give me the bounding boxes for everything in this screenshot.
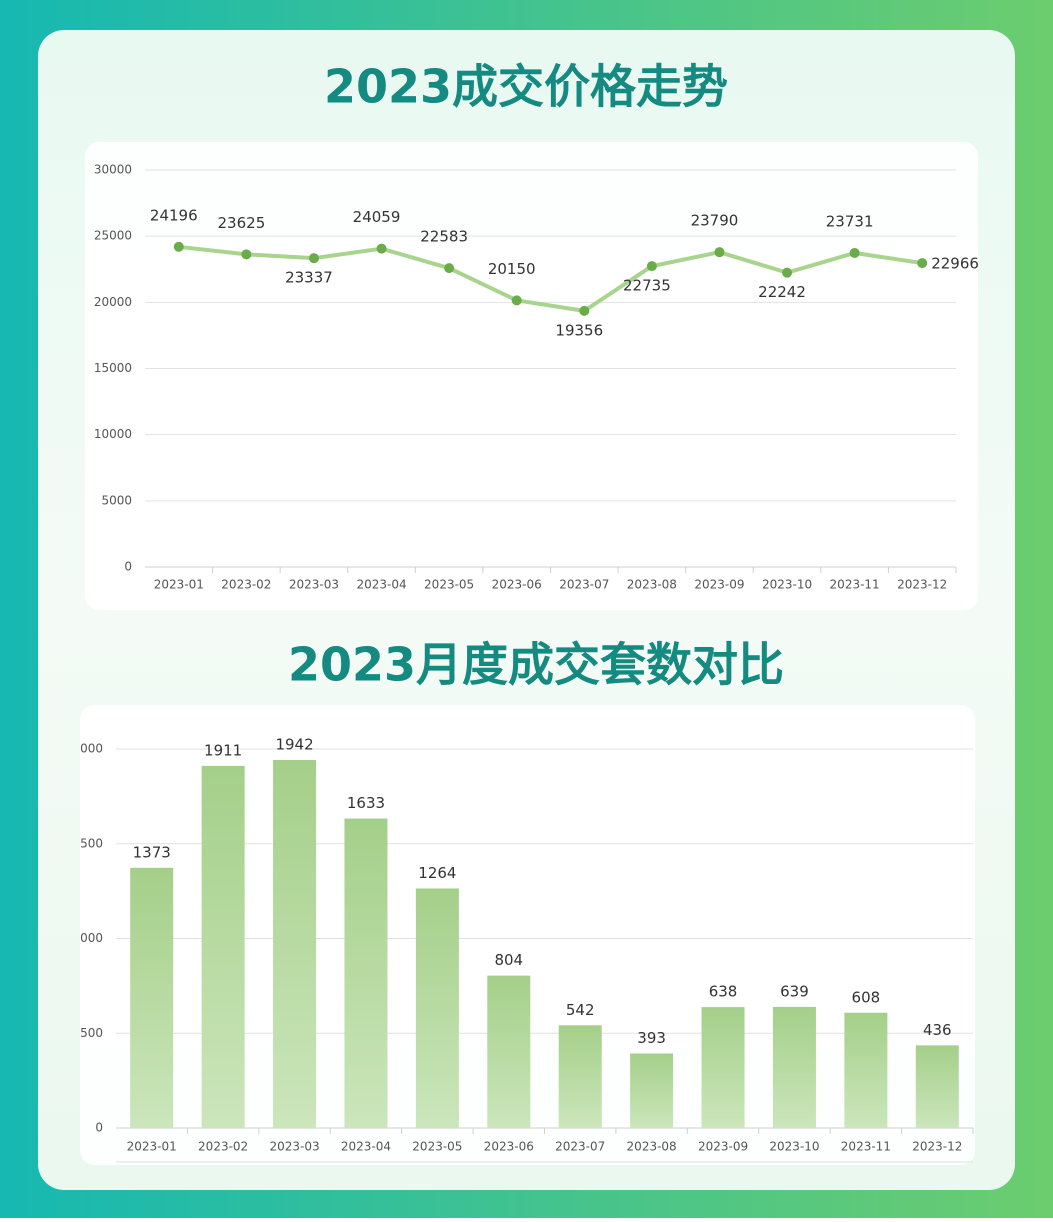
bar: [915, 1045, 959, 1128]
bar: [201, 765, 245, 1128]
x-tick-label: 2023-05: [412, 1140, 462, 1154]
data-label: 24196: [150, 206, 198, 224]
marker: [782, 267, 793, 278]
x-tick-label: 2023-02: [198, 1140, 248, 1154]
x-tick-label: 2023-08: [627, 1140, 677, 1154]
bar: [487, 975, 531, 1128]
marker: [376, 243, 387, 254]
y-tick-label: 1000: [72, 931, 103, 945]
x-tick-label: 2023-05: [424, 578, 474, 592]
data-label: 22735: [623, 277, 671, 295]
data-label: 23731: [826, 212, 874, 230]
bar: [701, 1007, 745, 1128]
data-label: 22583: [420, 228, 468, 246]
data-label: 20150: [488, 260, 536, 278]
data-label: 639: [780, 982, 809, 1000]
bar: [273, 759, 317, 1128]
bar: [630, 1053, 674, 1128]
data-label: 804: [494, 951, 523, 969]
marker: [444, 263, 455, 274]
data-label: 22242: [758, 283, 806, 301]
marker: [646, 261, 657, 272]
y-tick-label: 20000: [94, 295, 132, 309]
marker: [241, 249, 252, 260]
data-label: 393: [637, 1029, 666, 1047]
x-tick-label: 2023-09: [698, 1140, 748, 1154]
data-label: 542: [566, 1001, 595, 1019]
chart-title: 2023月度成交套数对比: [288, 638, 784, 692]
data-label: 1264: [418, 864, 456, 882]
bar: [558, 1025, 602, 1128]
price-line: [178, 244, 923, 313]
price-chart: 0 5000 10000 15000 20000 25000 30000 2023-01 202…: [94, 163, 979, 592]
x-tick-label: 2023-04: [341, 1140, 391, 1154]
y-tick-label: 30000: [94, 163, 132, 177]
data-label: 23790: [691, 212, 739, 230]
bar: [344, 818, 388, 1128]
data-label: 436: [923, 1021, 952, 1039]
y-tick-label: 500: [80, 1026, 103, 1040]
x-tick-label: 2023-01: [154, 578, 204, 592]
chart-title: 2023成交价格走势: [324, 60, 728, 114]
x-tick-label: 2023-09: [694, 578, 744, 592]
x-tick-label: 2023-10: [762, 578, 812, 592]
y-tick-label: 0: [95, 1121, 103, 1135]
y-tick-label: 5000: [101, 493, 132, 507]
y-tick-label: 15000: [94, 361, 132, 375]
data-label: 22966: [931, 255, 979, 273]
data-label: 19356: [555, 321, 603, 339]
y-tick-label: 1500: [72, 836, 103, 850]
data-label: 1942: [275, 735, 313, 753]
x-tick-label: 2023-01: [127, 1140, 177, 1154]
x-tick-label: 2023-06: [484, 1140, 534, 1154]
marker: [173, 241, 184, 252]
bar: [415, 888, 459, 1128]
data-label: 23625: [218, 214, 266, 232]
marker: [579, 305, 590, 316]
marker: [849, 247, 860, 258]
data-label: 638: [709, 983, 738, 1001]
volume-chart: 0 500 1000 1500 2000 2023-01 2023-02 2023-03 202…: [72, 735, 974, 1163]
marker: [917, 258, 928, 269]
x-tick-label: 2023-12: [912, 1140, 962, 1154]
marker: [511, 295, 522, 306]
data-label: 1911: [204, 741, 242, 759]
bar: [130, 867, 174, 1128]
x-tick-label: 2023-07: [555, 1140, 605, 1154]
data-label: 608: [852, 988, 881, 1006]
data-label: 1633: [347, 794, 385, 812]
x-tick-label: 2023-03: [289, 578, 339, 592]
x-tick-label: 2023-02: [221, 578, 271, 592]
y-tick-label: 10000: [94, 427, 132, 441]
bar: [844, 1012, 888, 1128]
data-label: 23337: [285, 269, 333, 287]
data-label: 1373: [133, 843, 171, 861]
x-tick-label: 2023-11: [830, 578, 880, 592]
x-tick-label: 2023-03: [269, 1140, 319, 1154]
x-tick-label: 2023-08: [627, 578, 677, 592]
marker: [714, 247, 725, 258]
bar: [772, 1006, 816, 1128]
marker: [308, 253, 319, 264]
x-tick-label: 2023-06: [492, 578, 542, 592]
y-tick-label: 2000: [72, 742, 103, 756]
y-tick-label: 0: [124, 560, 132, 574]
x-tick-label: 2023-12: [897, 578, 947, 592]
x-tick-label: 2023-04: [356, 578, 406, 592]
x-tick-label: 2023-07: [559, 578, 609, 592]
x-tick-label: 2023-10: [769, 1140, 819, 1154]
data-label: 24059: [353, 208, 401, 226]
y-tick-label: 25000: [94, 229, 132, 243]
x-tick-label: 2023-11: [841, 1140, 891, 1154]
